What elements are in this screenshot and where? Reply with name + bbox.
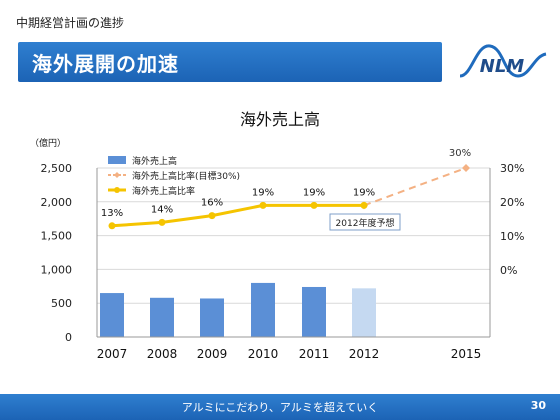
chart-area: 0 500 1,000 1,500 2,000 2,500 （億円） 0% 10% 20% 30% 2… bbox=[30, 137, 524, 361]
ratio-point bbox=[208, 212, 216, 220]
y-right-tick: 0% bbox=[500, 264, 517, 277]
ratio-point bbox=[108, 222, 116, 230]
x-tick: 2009 bbox=[197, 347, 228, 361]
y-right-tick: 30% bbox=[500, 162, 524, 175]
ratio-label: 19% bbox=[303, 187, 325, 198]
title-bar: 海外展開の加速 bbox=[18, 42, 442, 82]
ratio-line bbox=[111, 203, 364, 228]
legend-swatch-bar bbox=[108, 156, 126, 164]
y-left-tick: 2,500 bbox=[41, 162, 73, 175]
annotation-text: 2012年度予想 bbox=[336, 217, 395, 229]
logo-wave bbox=[459, 44, 547, 78]
y-right-tick: 20% bbox=[500, 196, 524, 209]
y-left-tick: 500 bbox=[51, 297, 72, 310]
legend-label: 海外売上高比率(目標30%) bbox=[132, 170, 240, 182]
bar bbox=[200, 298, 224, 337]
x-tick: 2008 bbox=[147, 347, 178, 361]
legend-marker-diamond bbox=[114, 172, 120, 178]
bar-series bbox=[100, 282, 376, 337]
legend-label: 海外売上高 bbox=[132, 155, 177, 167]
footer-bar: アルミにこだわり、アルミを超えていく 30 bbox=[0, 394, 560, 420]
bar bbox=[150, 297, 174, 337]
company-logo: NLM bbox=[454, 36, 550, 88]
chart-title: 海外売上高 bbox=[239, 110, 320, 129]
ratio-label: 19% bbox=[353, 187, 375, 198]
legend-marker-circle bbox=[114, 187, 120, 193]
logo-text: NLM bbox=[480, 56, 525, 77]
ratio-label: 14% bbox=[151, 204, 173, 215]
ratio-label: 13% bbox=[101, 208, 123, 219]
bar bbox=[302, 286, 326, 337]
y-left-tick: 2,000 bbox=[41, 196, 73, 209]
x-tick: 2015 bbox=[451, 347, 482, 361]
x-tick: 2007 bbox=[97, 347, 128, 361]
bar bbox=[251, 282, 275, 337]
footer-slogan: アルミにこだわり、アルミを超えていく bbox=[181, 401, 379, 414]
y-left-unit: （億円） bbox=[30, 137, 66, 149]
slide-title: 海外展開の加速 bbox=[32, 52, 179, 76]
chart-axes bbox=[96, 168, 491, 338]
x-tick: 2012 bbox=[349, 347, 380, 361]
ratio-point bbox=[360, 201, 368, 209]
line-series bbox=[108, 164, 470, 230]
y-left-tick: 1,500 bbox=[41, 230, 73, 243]
x-tick: 2010 bbox=[248, 347, 279, 361]
bar bbox=[352, 288, 376, 337]
x-tick: 2011 bbox=[299, 347, 330, 361]
slide-subtitle: 中期経営計画の進捗 bbox=[16, 16, 125, 30]
target-line bbox=[363, 167, 467, 207]
chart-labels: 0 500 1,000 1,500 2,000 2,500 （億円） 0% 10% 20% 30% 2… bbox=[30, 137, 524, 361]
ratio-point bbox=[310, 201, 318, 209]
ratio-point bbox=[259, 201, 267, 209]
annotation-box bbox=[329, 213, 401, 231]
ratio-label: 19% bbox=[252, 187, 274, 198]
bar bbox=[100, 293, 124, 337]
y-left-tick: 0 bbox=[65, 331, 72, 344]
ratio-point bbox=[158, 218, 166, 226]
page-number: 30 bbox=[530, 399, 546, 412]
target-point bbox=[462, 164, 470, 172]
y-right-tick: 10% bbox=[500, 230, 524, 243]
y-left-tick: 1,000 bbox=[41, 263, 73, 276]
target-label: 30% bbox=[449, 148, 471, 159]
legend-label: 海外売上高比率 bbox=[132, 185, 195, 197]
ratio-label: 16% bbox=[201, 198, 223, 209]
